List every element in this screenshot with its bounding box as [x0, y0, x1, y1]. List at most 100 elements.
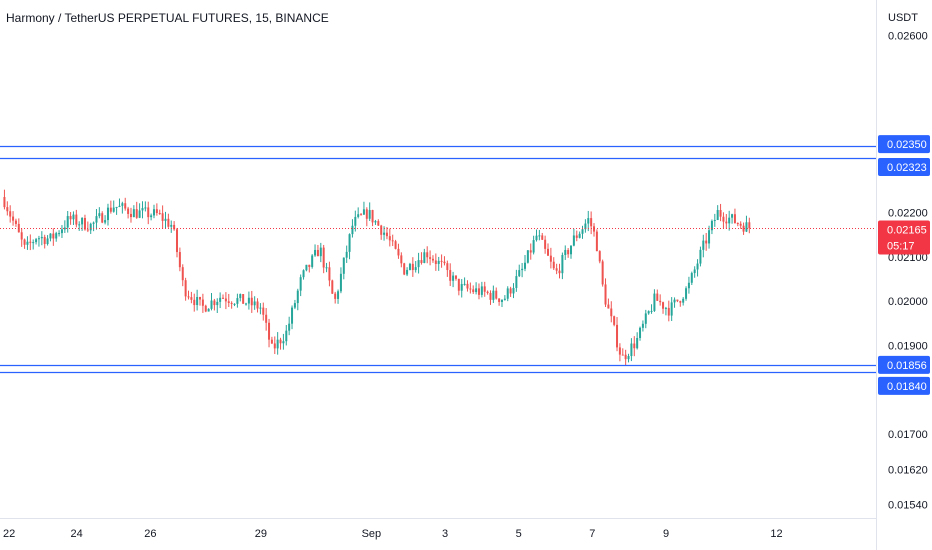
candle-up	[526, 250, 529, 263]
candle-down	[705, 240, 708, 244]
price-tick-label: 0.02200	[888, 208, 928, 220]
candle-down	[204, 305, 207, 312]
candle-up	[216, 301, 219, 306]
time-tick-label: 26	[144, 528, 156, 540]
price-axis[interactable]: USDT 0.02600 0.02200 0.02100 0.02000 0.01900…	[888, 12, 928, 512]
candle-up	[60, 229, 63, 234]
level-tag-text: 0.02350	[887, 139, 927, 151]
candle-down	[443, 261, 446, 264]
candle-down	[262, 307, 265, 315]
candle-down	[242, 294, 245, 304]
candle-up	[55, 233, 58, 239]
chart-title: Harmony / TetherUS PERPETUAL FUTURES, 15…	[6, 11, 329, 25]
candle-down	[270, 339, 273, 344]
candle-down	[190, 297, 193, 300]
candle-up	[702, 240, 705, 250]
candle-up	[745, 222, 748, 232]
candle-up	[682, 298, 685, 303]
candle-up	[207, 308, 210, 312]
candle-down	[178, 252, 181, 268]
time-axis[interactable]: 22 24 26 29 Sep 3 5 7 9 12	[3, 528, 783, 540]
candle-up	[253, 301, 256, 306]
candle-up	[132, 209, 135, 218]
candle-up	[716, 210, 719, 221]
horizontal-levels[interactable]	[0, 145, 876, 374]
candle-down	[129, 213, 132, 218]
candle-up	[104, 220, 107, 223]
candle-down	[187, 296, 190, 298]
candle-down	[440, 260, 443, 262]
candle-down	[679, 301, 682, 303]
candle-up	[92, 222, 95, 224]
time-tick-label: 24	[71, 528, 83, 540]
candle-up	[32, 242, 35, 244]
candle-up	[670, 302, 673, 316]
candle-up	[305, 264, 308, 271]
candle-up	[653, 293, 656, 311]
candle-up	[345, 251, 348, 258]
candle-down	[446, 263, 449, 271]
level-tag-bg	[878, 376, 930, 395]
candle-down	[546, 248, 550, 256]
candle-up	[164, 218, 167, 221]
candle-down	[175, 229, 179, 253]
candle-up	[49, 233, 52, 239]
candle-down	[213, 300, 216, 306]
candle-up	[63, 227, 66, 230]
candle-up	[693, 269, 696, 274]
candle-up	[245, 303, 248, 305]
candle-down	[411, 263, 414, 271]
candle-down	[420, 260, 423, 263]
candle-up	[480, 286, 483, 295]
candle-up	[728, 217, 731, 224]
candle-down	[719, 210, 722, 217]
candle-down	[334, 293, 337, 299]
candle-up	[37, 238, 40, 240]
candle-up	[696, 263, 699, 270]
candle-down	[477, 288, 480, 295]
candle-down	[529, 250, 532, 253]
candle-down	[201, 299, 204, 306]
candle-up	[437, 260, 440, 264]
candle-up	[46, 238, 49, 245]
candle-down	[449, 270, 452, 281]
candle-up	[506, 288, 509, 299]
candle-up	[239, 294, 242, 299]
candle-up	[66, 216, 69, 228]
candle-down	[43, 236, 46, 245]
candle-up	[492, 290, 495, 300]
candle-up	[40, 236, 43, 239]
candle-up	[374, 221, 377, 223]
candle-up	[639, 327, 642, 338]
candle-down	[23, 239, 26, 245]
candle-up	[564, 249, 567, 255]
level-tag: 0.02350	[878, 135, 930, 154]
candle-up	[650, 310, 653, 312]
candle-up	[348, 234, 351, 252]
candle-up	[463, 283, 466, 285]
candle-down	[9, 211, 12, 217]
price-tick-label: 0.01900	[888, 340, 928, 352]
candle-up	[710, 220, 713, 231]
candle-down	[380, 225, 383, 235]
candle-down	[558, 270, 561, 274]
candle-up	[72, 214, 75, 220]
candle-down	[155, 209, 158, 214]
candle-down	[265, 314, 268, 323]
candle-up	[561, 254, 564, 274]
candle-down	[385, 232, 388, 237]
candle-down	[377, 221, 380, 226]
time-tick-label: 7	[589, 528, 595, 540]
candle-up	[690, 273, 693, 283]
candle-down	[167, 218, 170, 227]
candle-down	[316, 249, 319, 257]
candle-down	[483, 286, 486, 292]
candle-down	[20, 232, 23, 240]
candle-down	[397, 248, 400, 256]
candle-down	[633, 343, 636, 349]
candle-up	[138, 210, 141, 218]
candle-up	[144, 207, 147, 209]
time-tick-label: 12	[770, 528, 782, 540]
